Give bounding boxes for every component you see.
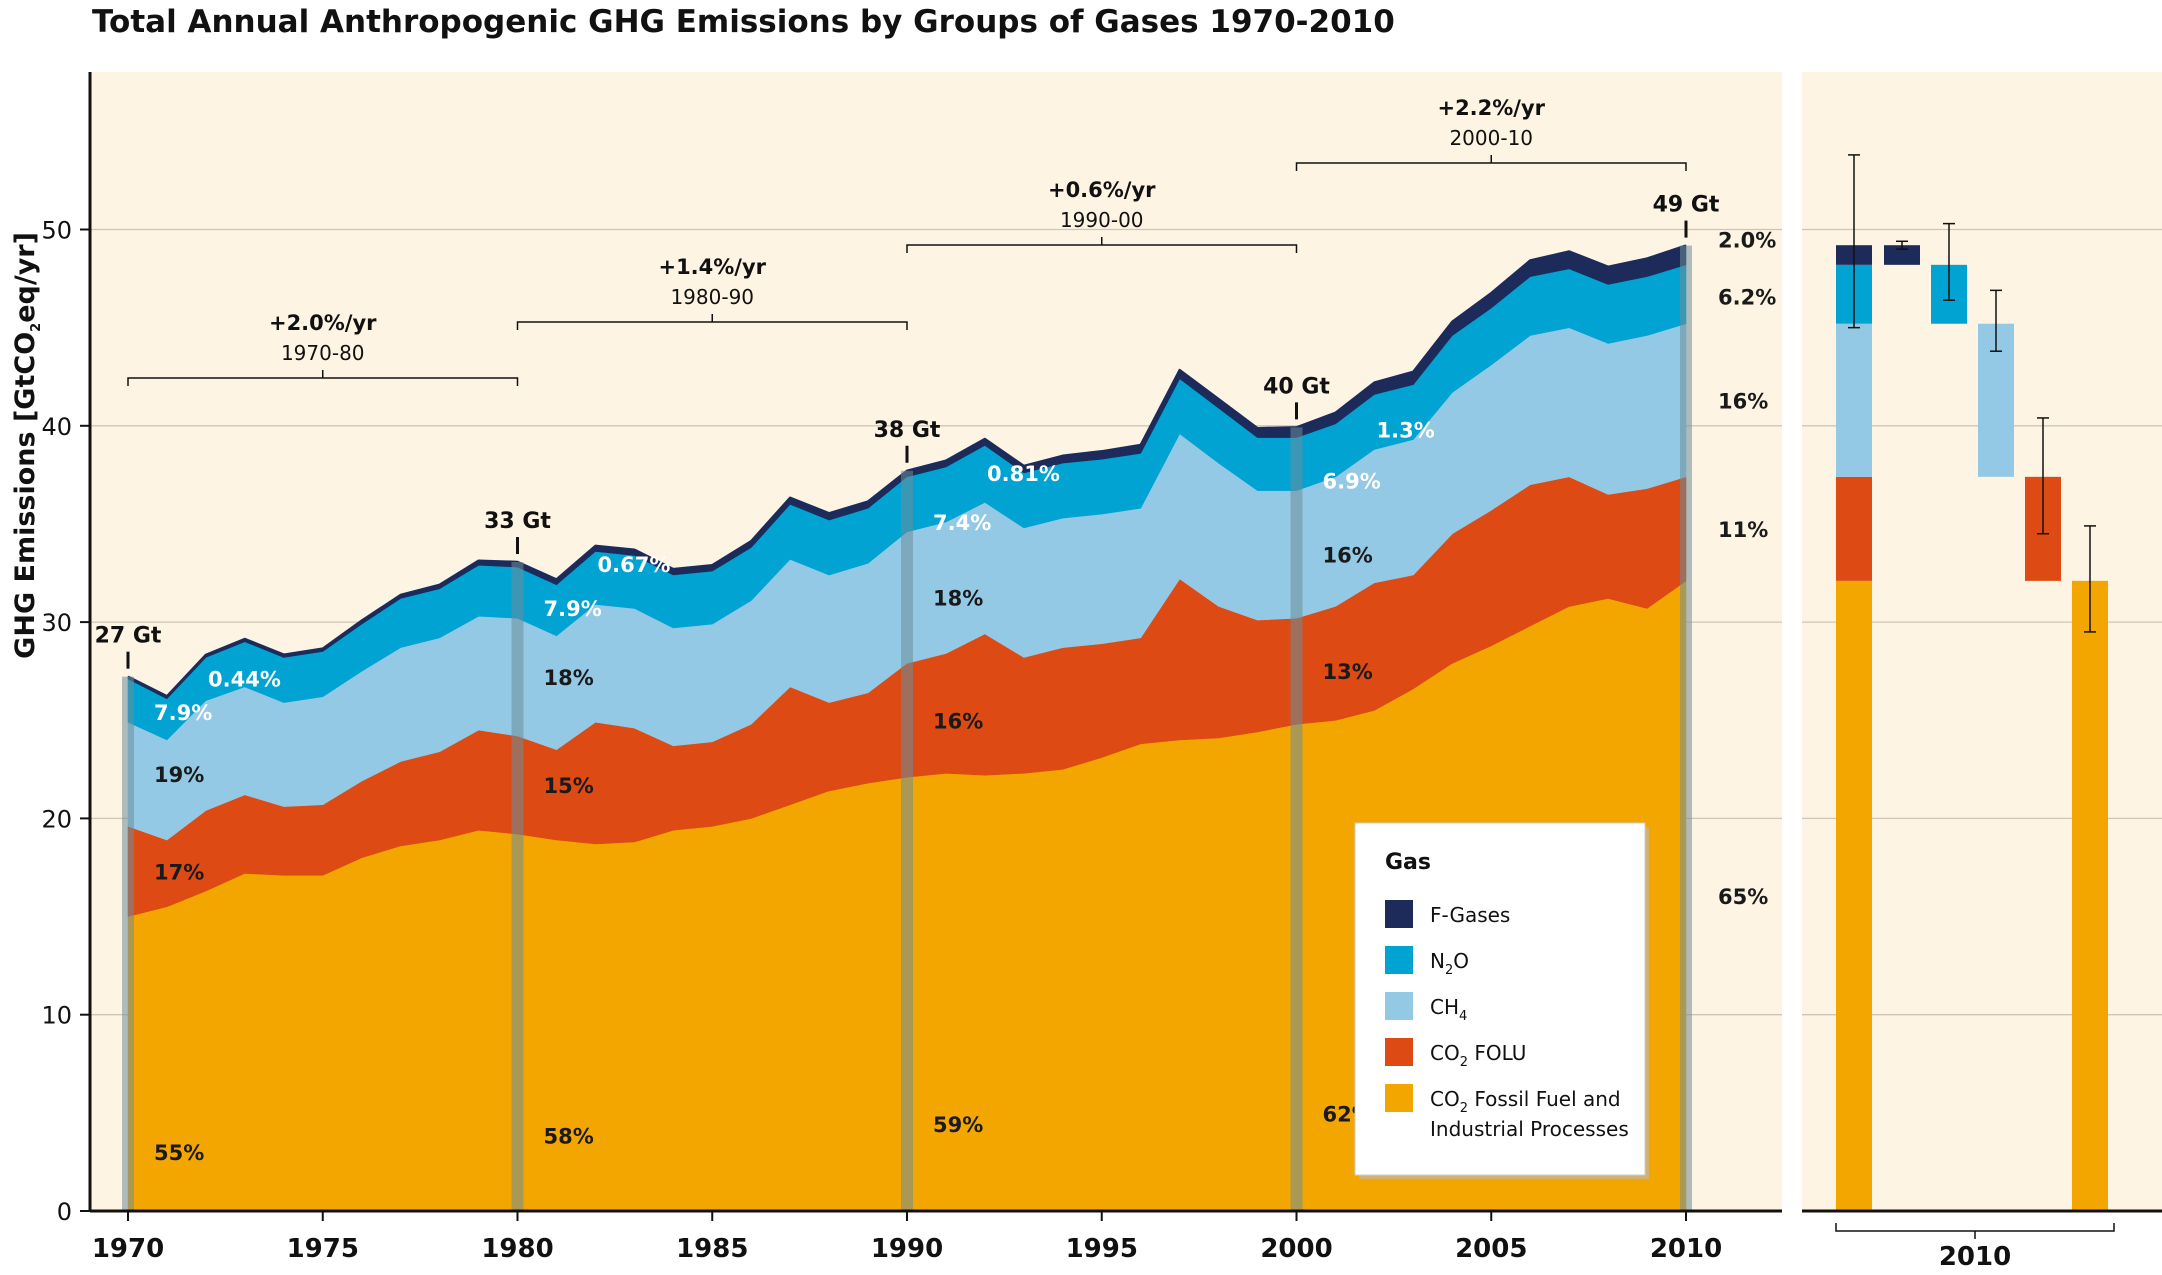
x-tick-label-1975: 1975: [287, 1234, 359, 1264]
share-label-2010-ch4: 16%: [1718, 389, 1768, 413]
growth-rate-2000-10: +2.2%/yr: [1437, 96, 1545, 120]
y-tick-label-20: 20: [41, 805, 72, 833]
legend-swatch-fgas: [1385, 900, 1413, 928]
growth-rate-1970-80: +2.0%/yr: [269, 311, 377, 335]
total-label-1990: 38 Gt: [874, 418, 941, 443]
side-bracket: [1835, 1223, 2115, 1239]
growth-rate-1990-00: +0.6%/yr: [1048, 178, 1156, 202]
legend-label-ch4: CH4: [1430, 995, 1467, 1024]
benchmark-band-1970: [122, 676, 134, 1211]
legend-label-co2_folu: CO2 FOLU: [1430, 1041, 1526, 1070]
x-tick-label-1970: 1970: [92, 1234, 164, 1264]
side-stacked-ch4: [1836, 323, 1872, 477]
benchmark-band-1990: [901, 470, 913, 1211]
side-axis: 2010: [1802, 1209, 2162, 1272]
growth-period-2000-10: 2000-10: [1449, 126, 1533, 150]
growth-bracket-1990-00: [906, 237, 1298, 253]
legend: Gas F-Gases N2O CH4 CO2 FOLU CO2 Fossil Fuel …: [1354, 822, 1649, 1179]
share-label-1990-ch4: 18%: [933, 587, 983, 611]
legend-swatch-co2_ff: [1385, 1084, 1413, 1112]
share-label-1980-co2_ff: 58%: [544, 1125, 594, 1149]
axes: 0 10 20 30 40 50 1970 1975 1980 1985 1990 1995 2000 2…: [10, 72, 1782, 1264]
share-label-1980-ch4: 18%: [544, 666, 594, 690]
share-label-1970-co2_ff: 55%: [154, 1141, 204, 1165]
legend-label-co2_ff: CO2 Fossil Fuel and: [1430, 1087, 1621, 1116]
growth-bracket-1980-90: [516, 314, 908, 330]
x-tick-label-2010: 2010: [1650, 1234, 1722, 1264]
share-label-2000-co2_folu: 13%: [1323, 660, 1373, 684]
growth-period-1980-90: 1980-90: [670, 285, 754, 309]
growth-rate-1980-90: +1.4%/yr: [658, 255, 766, 279]
y-tick-label-40: 40: [41, 413, 72, 441]
share-label-1980-fgas: 0.67%: [598, 553, 671, 577]
x-tick-label-1980: 1980: [481, 1234, 553, 1264]
share-labels: 55% 17% 19% 7.9% 0.44% 58% 15% 18% 7.9% 0.67% 59% 1…: [154, 229, 1776, 1166]
total-label-1980: 33 Gt: [484, 509, 551, 534]
side-stacked-co2_ff: [1836, 580, 1872, 1211]
legend-swatch-co2_folu: [1385, 1038, 1413, 1066]
side-bars: [1836, 154, 2108, 1211]
share-label-2010-co2_folu: 11%: [1718, 518, 1768, 542]
total-labels: 27 Gt 33 Gt 38 Gt 40 Gt 49 Gt: [95, 193, 1720, 669]
benchmark-band-2000: [1290, 427, 1303, 1212]
y-tick-label-50: 50: [41, 217, 72, 245]
y-axis-label: GHG Emissions [GtCO2eq/yr]: [10, 232, 44, 659]
y-tick-label-10: 10: [41, 1002, 72, 1030]
share-label-1980-co2_folu: 15%: [544, 774, 594, 798]
growth-period-1970-80: 1970-80: [281, 341, 365, 365]
share-label-1980-n2o: 7.9%: [544, 597, 602, 621]
y-tick-label-30: 30: [41, 609, 72, 637]
growth-period-1990-00: 1990-00: [1060, 208, 1144, 232]
share-label-1990-co2_ff: 59%: [933, 1113, 983, 1137]
chart-title: Total Annual Anthropogenic GHG Emissions…: [92, 4, 1395, 40]
side-stacked-co2_folu: [1836, 476, 1872, 581]
share-label-2000-fgas: 1.3%: [1377, 418, 1435, 442]
legend-swatch-ch4: [1385, 992, 1413, 1020]
total-label-1970: 27 Gt: [95, 624, 162, 649]
share-label-2010-co2_ff: 65%: [1718, 885, 1768, 909]
x-tick-label-2005: 2005: [1455, 1234, 1527, 1264]
share-label-1970-co2_folu: 17%: [154, 860, 204, 884]
growth-rate-brackets: +2.0%/yr 1970-80 +1.4%/yr 1980-90 +0.6%/yr 19…: [127, 96, 1687, 386]
growth-bracket-1970-80: [127, 370, 519, 386]
x-tick-label-1990: 1990: [871, 1234, 943, 1264]
y-tick-label-0: 0: [57, 1198, 72, 1226]
share-label-1990-co2_folu: 16%: [933, 709, 983, 733]
legend-label-n2o: N2O: [1430, 949, 1469, 978]
main-panel: 55% 17% 19% 7.9% 0.44% 58% 15% 18% 7.9% 0.67% 59% 1…: [10, 72, 1782, 1264]
uncertainty-panel-2010: 2010: [1802, 72, 2162, 1272]
share-label-2010-fgas: 2.0%: [1718, 229, 1776, 253]
benchmark-bands: [122, 245, 1692, 1212]
side-x-label: 2010: [1939, 1242, 2011, 1272]
x-tick-label-1985: 1985: [676, 1234, 748, 1264]
share-label-2000-ch4: 16%: [1323, 543, 1373, 567]
share-label-1990-n2o: 7.4%: [933, 511, 991, 535]
share-label-1970-fgas: 0.44%: [208, 668, 281, 692]
legend-title: Gas: [1385, 850, 1431, 875]
legend-label-fgas: F-Gases: [1430, 903, 1510, 927]
share-label-2000-n2o: 6.9%: [1323, 470, 1381, 494]
share-label-2010-n2o: 6.2%: [1718, 285, 1776, 309]
benchmark-band-1980: [511, 562, 524, 1211]
share-label-1970-ch4: 19%: [154, 763, 204, 787]
side-waterfall-fgas: [1884, 245, 1920, 265]
growth-bracket-2000-10: [1295, 155, 1687, 171]
legend-swatch-n2o: [1385, 946, 1413, 974]
share-label-1990-fgas: 0.81%: [987, 462, 1060, 486]
x-tick-label-2000: 2000: [1260, 1234, 1332, 1264]
benchmark-band-2010: [1680, 245, 1692, 1211]
side-waterfall-co2_ff: [2072, 580, 2108, 1211]
share-label-1970-n2o: 7.9%: [154, 701, 212, 725]
legend-label-co2_ff-line2: Industrial Processes: [1430, 1117, 1629, 1141]
x-tick-label-1995: 1995: [1066, 1234, 1138, 1264]
total-label-2000: 40 Gt: [1263, 374, 1330, 399]
total-label-2010: 49 Gt: [1653, 193, 1720, 218]
